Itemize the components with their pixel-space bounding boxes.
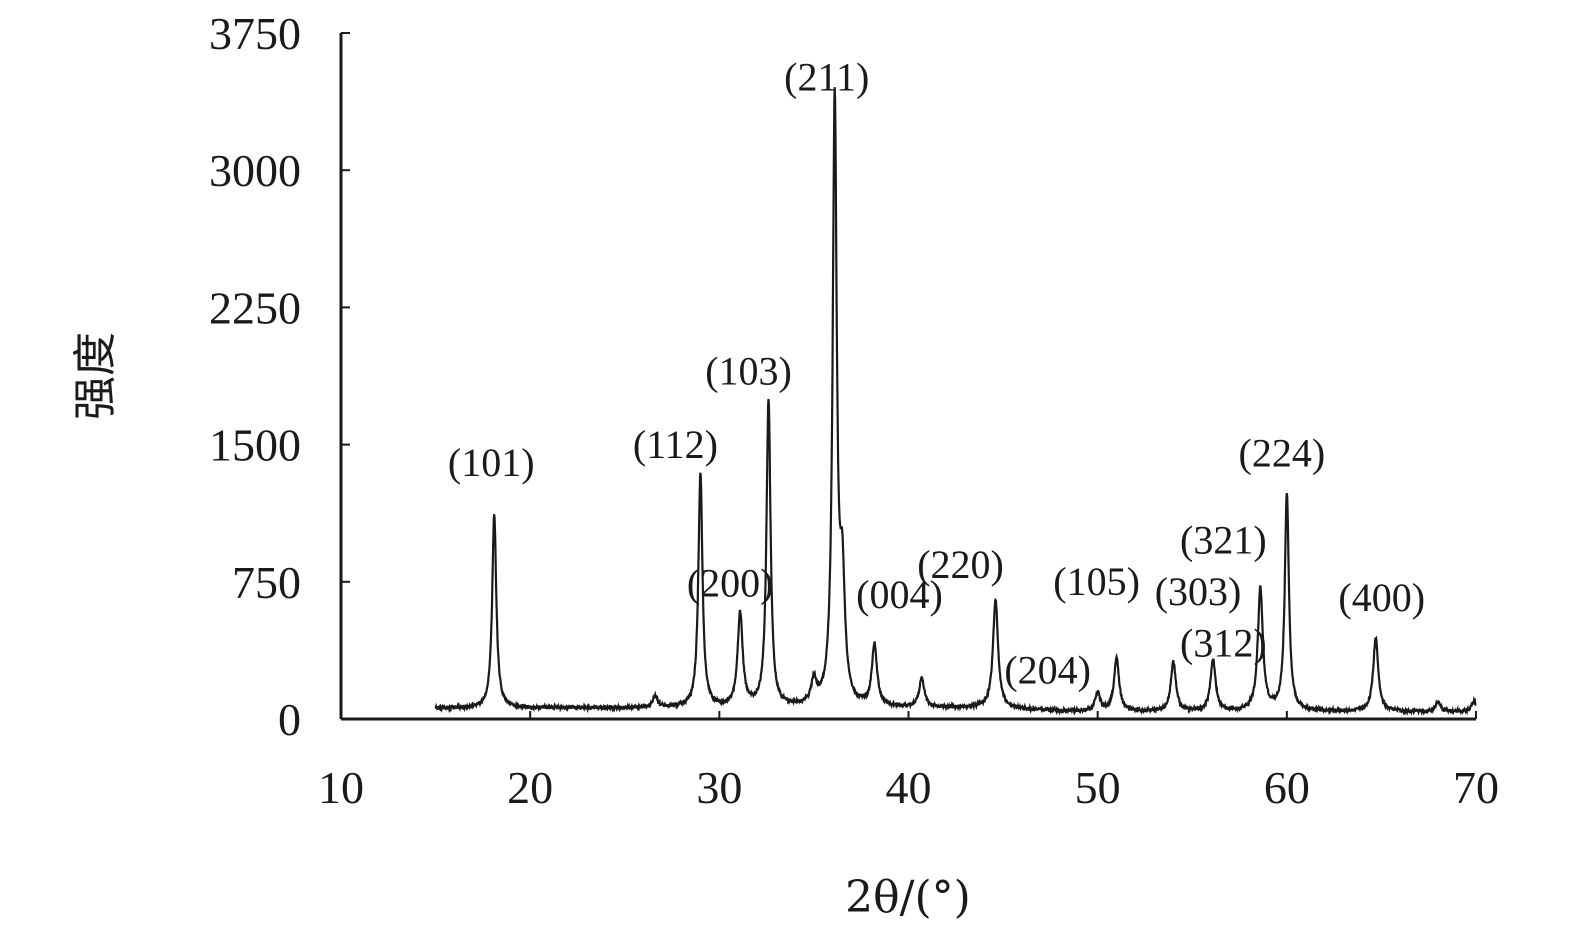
peak-label: (400) bbox=[1338, 575, 1425, 620]
peak-label: (105) bbox=[1053, 559, 1140, 604]
x-tick-label: 20 bbox=[507, 762, 553, 813]
x-axis-title: 2θ/(°) bbox=[845, 872, 971, 923]
peak-label: (303) bbox=[1155, 569, 1242, 614]
y-tick-label: 0 bbox=[278, 694, 301, 745]
x-tick-label: 70 bbox=[1453, 762, 1499, 813]
x-tick-label: 40 bbox=[886, 762, 932, 813]
peak-label: (211) bbox=[784, 54, 869, 99]
y-tick-label: 3000 bbox=[209, 145, 301, 196]
y-tick-label: 750 bbox=[232, 557, 301, 608]
y-tick-label: 2250 bbox=[209, 282, 301, 333]
peak-label: (200) bbox=[687, 561, 774, 606]
peak-label: (224) bbox=[1239, 430, 1326, 475]
peak-label: (103) bbox=[705, 349, 792, 394]
peak-label: (112) bbox=[633, 422, 718, 467]
x-tick-label: 10 bbox=[318, 762, 364, 813]
peak-label: (004) bbox=[856, 572, 943, 617]
y-ticks: 0 750 1500 2250 3000 3750 bbox=[209, 8, 350, 745]
x-tick-label: 60 bbox=[1264, 762, 1310, 813]
peak-label: (220) bbox=[917, 542, 1004, 587]
peak-label: (101) bbox=[448, 440, 535, 485]
peak-labels: (101) (112) (200) (103) (211) (004)(220) (204)… bbox=[448, 54, 1425, 692]
x-tick-label: 30 bbox=[696, 762, 742, 813]
peak-label: (204) bbox=[1004, 648, 1091, 693]
peak-label: (312) bbox=[1180, 621, 1267, 666]
y-axis-title: 强度 bbox=[70, 332, 121, 420]
peak-label: (321) bbox=[1180, 517, 1267, 562]
y-tick-label: 3750 bbox=[209, 8, 301, 59]
x-tick-label: 50 bbox=[1075, 762, 1121, 813]
xrd-pattern-line bbox=[434, 87, 1477, 717]
x-ticks: 10 20 30 40 50 60 70 bbox=[318, 711, 1499, 813]
y-tick-label: 1500 bbox=[209, 420, 301, 471]
